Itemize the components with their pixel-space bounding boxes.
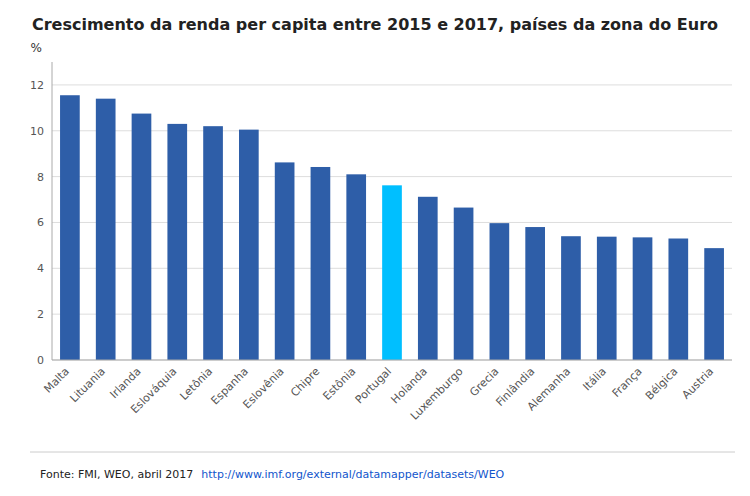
x-tick-label: Itália xyxy=(580,365,608,393)
bar xyxy=(167,124,187,360)
bar xyxy=(60,95,80,360)
y-axis-line xyxy=(52,62,53,360)
x-tick-label: Lituania xyxy=(68,365,108,405)
chart-container: Crescimento da renda per capita entre 20… xyxy=(0,0,750,496)
bar xyxy=(275,162,295,360)
footnote-link: http://www.imf.org/external/datamapper/d… xyxy=(201,468,504,481)
x-tick-label: Alemanha xyxy=(525,365,573,413)
bar xyxy=(704,248,724,360)
bar xyxy=(239,130,259,360)
bar xyxy=(382,185,402,360)
x-tick-label: Malta xyxy=(41,365,72,396)
grid-line xyxy=(52,176,732,177)
grid xyxy=(52,85,732,360)
bar xyxy=(311,167,331,360)
y-tick-label: 6 xyxy=(37,216,44,229)
bar xyxy=(490,223,510,360)
chart: Crescimento da renda per capita entre 20… xyxy=(0,0,750,496)
bar xyxy=(418,197,438,360)
y-tick-label: 10 xyxy=(30,125,44,138)
y-tick-label: 0 xyxy=(37,354,44,367)
x-axis-line xyxy=(52,360,732,361)
separator xyxy=(30,452,735,453)
x-tick-label: Eslovênia xyxy=(240,365,286,411)
x-tick-label: Eslováquia xyxy=(128,365,179,416)
bar xyxy=(597,237,617,360)
bar xyxy=(132,114,152,360)
grid-line xyxy=(52,84,732,85)
y-axis-label: % xyxy=(31,41,42,55)
x-tick-label: Bélgica xyxy=(643,365,681,403)
grid-line xyxy=(52,360,732,361)
x-tick-label: Grecia xyxy=(467,365,501,399)
grid-line xyxy=(52,130,732,131)
x-tick-label: França xyxy=(610,365,645,400)
y-tick-label: 8 xyxy=(37,171,44,184)
x-tick-label: Portugal xyxy=(353,365,394,406)
bar xyxy=(454,208,474,360)
bar xyxy=(346,174,366,360)
bar xyxy=(633,237,653,360)
y-tick-label: 2 xyxy=(37,308,44,321)
bar xyxy=(525,227,545,360)
bar xyxy=(203,126,223,360)
bar xyxy=(96,99,116,360)
bar xyxy=(668,239,688,360)
y-tick-label: 12 xyxy=(30,79,44,92)
bar xyxy=(561,236,581,360)
x-tick-label: Chipre xyxy=(288,365,323,400)
x-tick-label: Austria xyxy=(680,365,717,402)
bars xyxy=(60,95,724,360)
footnote: Fonte: FMI, WEO, abril 2017 xyxy=(40,468,193,481)
y-tick-label: 4 xyxy=(37,262,44,275)
title: Crescimento da renda per capita entre 20… xyxy=(32,15,718,34)
x-tick-label: Luxemburgo xyxy=(408,365,466,423)
